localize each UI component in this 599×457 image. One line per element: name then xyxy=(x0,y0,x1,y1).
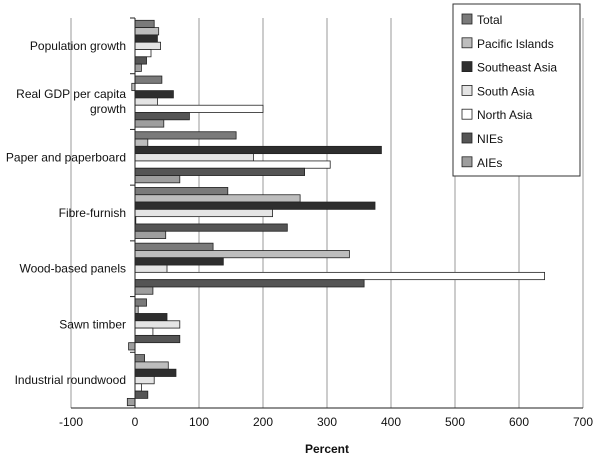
legend: Total Pacific Islands Southeast Asia South … xyxy=(452,3,581,177)
bar xyxy=(134,390,149,399)
category-label: Sawn timber xyxy=(59,317,126,331)
bar xyxy=(134,19,155,29)
bar xyxy=(134,313,168,322)
category-label: Paper and paperboard xyxy=(6,150,126,164)
bar xyxy=(134,376,155,385)
bar xyxy=(134,34,158,43)
bar xyxy=(134,75,163,84)
bar xyxy=(134,257,224,266)
bar xyxy=(134,27,160,36)
bar xyxy=(134,160,331,169)
x-tick-label: 300 xyxy=(317,415,337,429)
bar xyxy=(134,279,365,288)
legend-swatch xyxy=(461,61,473,72)
x-tick-label: 500 xyxy=(445,415,465,429)
bar xyxy=(134,153,254,162)
x-tick-label: 600 xyxy=(509,415,529,429)
bar xyxy=(134,298,147,307)
x-tick-label: 0 xyxy=(132,415,139,429)
category-labels: Population growth Real GDP per capitagrow… xyxy=(6,39,126,387)
bar xyxy=(134,97,158,106)
bar xyxy=(134,354,145,363)
bar xyxy=(134,167,306,176)
legend-swatch xyxy=(461,132,473,144)
bar xyxy=(134,368,177,377)
legend-label: Total xyxy=(477,13,502,27)
legend-label: Southeast Asia xyxy=(477,61,557,75)
bar xyxy=(134,131,237,140)
category-label: Population growth xyxy=(30,39,126,53)
category-label: Wood-based panels xyxy=(19,262,126,276)
legend-swatch xyxy=(461,85,473,96)
bar xyxy=(134,286,154,295)
bar xyxy=(134,104,264,113)
legend-box xyxy=(452,3,581,177)
bar xyxy=(134,201,376,210)
legend-label: NIEs xyxy=(477,132,503,146)
bar xyxy=(128,342,136,351)
bar xyxy=(134,175,181,184)
category-label: Industrial roundwood xyxy=(15,373,126,387)
bar xyxy=(134,90,174,99)
bar xyxy=(126,397,136,407)
bar xyxy=(134,264,168,273)
legend-swatch xyxy=(461,37,473,49)
bar xyxy=(134,250,350,259)
legend-label: South Asia xyxy=(477,84,535,98)
legend-label: Pacific Islands xyxy=(477,37,554,51)
bar xyxy=(134,112,190,121)
bar xyxy=(134,327,154,336)
category-label: Fibre-furnish xyxy=(59,206,126,220)
bar xyxy=(134,41,162,50)
bar xyxy=(134,145,382,155)
x-tick-label: 400 xyxy=(381,415,401,429)
bar xyxy=(134,208,274,218)
bar xyxy=(134,56,147,65)
bar xyxy=(134,242,214,251)
bar xyxy=(134,334,181,344)
bar xyxy=(134,320,181,329)
axes xyxy=(71,17,583,409)
legend-swatch xyxy=(461,108,473,120)
x-axis-title: Percent xyxy=(305,442,349,456)
category-label: Real GDP per capita xyxy=(16,87,126,101)
bar xyxy=(134,194,301,203)
x-tick-label: 700 xyxy=(573,415,593,429)
legend-swatch xyxy=(461,13,473,25)
x-tick-label: -100 xyxy=(59,415,83,429)
legend-label: North Asia xyxy=(477,108,533,122)
x-tick-label: 100 xyxy=(189,415,209,429)
bar xyxy=(134,361,169,370)
legend-label: AIEs xyxy=(477,156,502,170)
bar xyxy=(134,383,142,392)
bar xyxy=(134,271,546,281)
bar xyxy=(134,138,149,147)
legend-swatch xyxy=(461,156,473,168)
bars xyxy=(126,19,546,407)
bar xyxy=(134,223,288,232)
x-tick-labels: -100 0 100 200 300 400 500 600 700 xyxy=(59,415,593,429)
bar xyxy=(134,119,165,128)
x-tick-label: 200 xyxy=(253,415,273,429)
bar xyxy=(134,63,142,72)
bar xyxy=(134,49,152,58)
category-label: growth xyxy=(90,102,126,116)
bar xyxy=(134,187,229,196)
bar xyxy=(134,230,167,239)
